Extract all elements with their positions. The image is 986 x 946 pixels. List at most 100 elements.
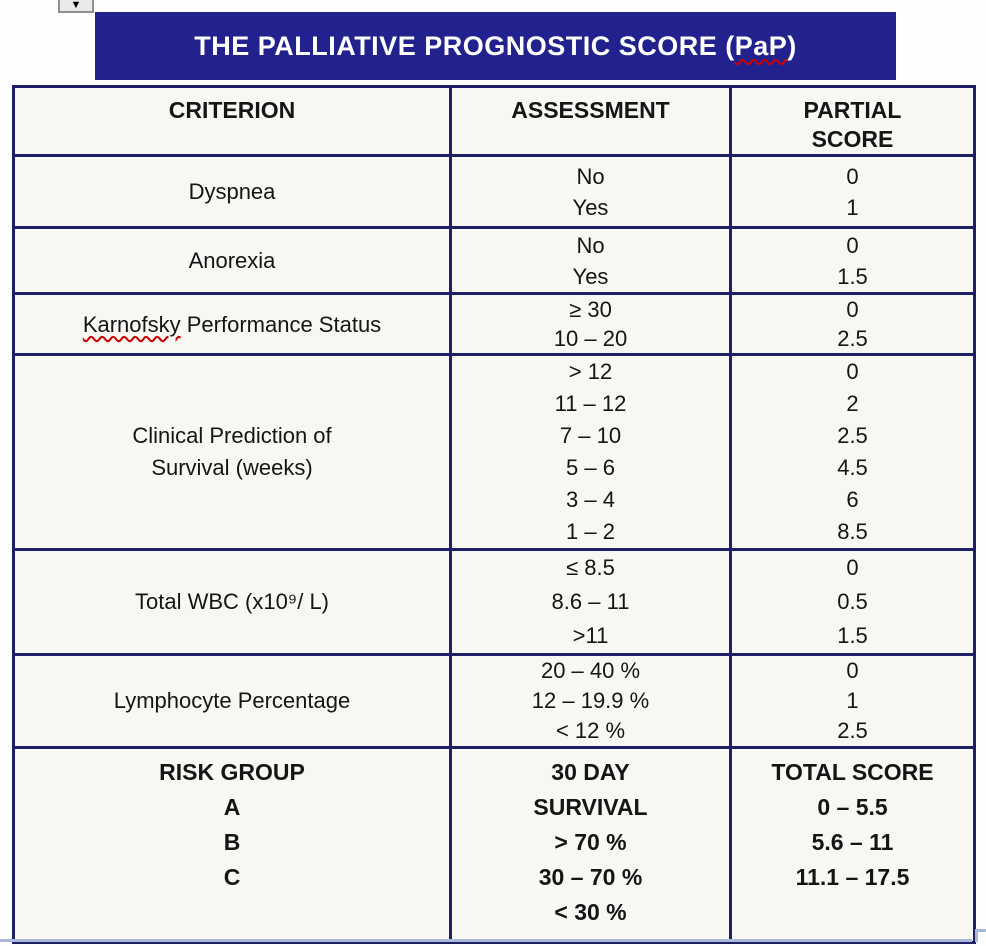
header-partial-score-line2: SCORE — [811, 126, 894, 152]
survival-value: < 30 % — [554, 899, 627, 925]
selection-line — [0, 939, 972, 942]
risk-group-value: B — [223, 829, 241, 855]
cell-assessment: > 12 11 – 12 7 – 10 5 – 6 3 – 4 1 – 2 — [449, 353, 732, 551]
cell-criterion: Total WBC (x10⁹/ L) — [12, 548, 452, 656]
assessment-value: ≥ 30 — [569, 297, 612, 322]
assessment-value: 5 – 6 — [566, 455, 615, 480]
score-value: 0 — [846, 658, 859, 683]
score-value: 8.5 — [837, 519, 868, 544]
pap-score-table: CRITERION ASSESSMENT PARTIAL SCORE Dyspn… — [12, 85, 976, 944]
assessment-value: 7 – 10 — [559, 423, 622, 448]
cell-assessment: No Yes — [449, 154, 732, 229]
assessment-value: > 12 — [568, 359, 613, 384]
cell-assessment: 20 – 40 % 12 – 19.9 % < 12 % — [449, 653, 732, 749]
assessment-value: Yes — [572, 194, 609, 220]
page-title-prefix: THE PALLIATIVE PROGNOSTIC SCORE ( — [194, 30, 735, 61]
survival-label: 30 DAY — [551, 759, 630, 785]
table-row-lymphocyte: Lymphocyte Percentage 20 – 40 % 12 – 19.… — [12, 653, 976, 749]
criterion-label: Total WBC (x10⁹/ L) — [134, 589, 330, 614]
score-value: 1.5 — [837, 263, 868, 289]
total-score-value: 0 – 5.5 — [817, 794, 888, 820]
total-score-value: 11.1 – 17.5 — [795, 864, 910, 890]
cell-partial-score: 0 2.5 — [729, 292, 976, 356]
criterion-label: Survival (weeks) — [151, 455, 313, 480]
assessment-value: 11 – 12 — [554, 391, 627, 416]
cell-partial-score: 0 2 2.5 4.5 6 8.5 — [729, 353, 976, 551]
table-header-row: CRITERION ASSESSMENT PARTIAL SCORE — [12, 85, 976, 157]
cell-assessment: ≤ 8.5 8.6 – 11 >11 — [449, 548, 732, 656]
assessment-value: < 12 % — [555, 718, 626, 743]
assessment-value: ≤ 8.5 — [566, 555, 615, 580]
cell-total-score: TOTAL SCORE 0 – 5.5 5.6 – 11 11.1 – 17.5 — [729, 746, 976, 944]
cell-partial-score: 0 1 — [729, 154, 976, 229]
criterion-label: Lymphocyte Percentage — [113, 688, 351, 713]
score-value: 1.5 — [837, 623, 868, 648]
assessment-value: 8.6 – 11 — [551, 589, 630, 614]
cell-criterion: Anorexia — [12, 226, 452, 295]
header-assessment: ASSESSMENT — [449, 85, 732, 157]
criterion-label: Anorexia — [188, 248, 276, 273]
cell-risk-group: RISK GROUP A B C — [12, 746, 452, 944]
cell-criterion: Karnofsky Performance Status — [12, 292, 452, 356]
assessment-value: No — [576, 163, 605, 189]
cell-criterion: Clinical Prediction of Survival (weeks) — [12, 353, 452, 551]
cell-partial-score: 0 0.5 1.5 — [729, 548, 976, 656]
assessment-value: >11 — [572, 623, 609, 648]
risk-group-label: RISK GROUP — [159, 759, 305, 785]
total-score-value: 5.6 – 11 — [811, 829, 894, 855]
header-criterion: CRITERION — [12, 85, 452, 157]
survival-label: SURVIVAL — [533, 794, 648, 820]
cell-30-day-survival: 30 DAY SURVIVAL > 70 % 30 – 70 % < 30 % — [449, 746, 732, 944]
cell-partial-score: 0 1 2.5 — [729, 653, 976, 749]
total-score-label: TOTAL SCORE — [771, 759, 934, 785]
score-value: 4.5 — [837, 455, 868, 480]
criterion-label-rest: Performance Status — [180, 311, 382, 337]
down-arrow-icon: ▼ — [70, 0, 82, 11]
cell-partial-score: 0 1.5 — [729, 226, 976, 295]
score-value: 0 — [846, 297, 859, 322]
score-value: 6 — [846, 487, 859, 512]
page-title: THE PALLIATIVE PROGNOSTIC SCORE (PaP) — [194, 31, 797, 62]
assessment-value: 20 – 40 % — [540, 658, 641, 683]
cell-criterion: Lymphocyte Percentage — [12, 653, 452, 749]
criterion-label: Clinical Prediction of — [132, 423, 332, 448]
score-value: 2.5 — [837, 326, 868, 351]
assessment-value: 12 – 19.9 % — [531, 688, 650, 713]
assessment-value: 1 – 2 — [566, 519, 615, 544]
score-value: 0 — [846, 359, 859, 384]
selection-corner — [975, 929, 978, 942]
page-title-suffix: ) — [787, 30, 797, 61]
misspelled-word: Karnofsky — [82, 311, 181, 337]
table-row-dyspnea: Dyspnea No Yes 0 1 — [12, 154, 976, 229]
table-row-clinical-prediction: Clinical Prediction of Survival (weeks) … — [12, 353, 976, 551]
assessment-value: No — [576, 232, 605, 258]
score-value: 0 — [846, 555, 859, 580]
object-anchor-icon[interactable]: ▼ — [58, 0, 94, 13]
score-value: 0 — [846, 163, 859, 189]
criterion-label: Dyspnea — [188, 179, 276, 204]
risk-group-value: A — [223, 794, 241, 820]
selection-corner — [975, 929, 986, 932]
table-row-risk-group: RISK GROUP A B C 30 DAY SURVIVAL > 70 % … — [12, 746, 976, 944]
survival-value: 30 – 70 % — [538, 864, 643, 890]
cell-assessment: No Yes — [449, 226, 732, 295]
page-title-pap: PaP — [734, 30, 788, 61]
header-partial-score-line1: PARTIAL — [803, 97, 902, 123]
assessment-value: 10 – 20 — [553, 326, 628, 351]
criterion-label: Karnofsky Performance Status — [17, 310, 448, 339]
score-value: 2.5 — [837, 718, 868, 743]
score-value: 0.5 — [837, 589, 868, 614]
cell-assessment: ≥ 30 10 – 20 — [449, 292, 732, 356]
table-row-total-wbc: Total WBC (x10⁹/ L) ≤ 8.5 8.6 – 11 >11 0… — [12, 548, 976, 656]
table-row-anorexia: Anorexia No Yes 0 1.5 — [12, 226, 976, 295]
score-value: 2.5 — [837, 423, 868, 448]
risk-group-value: C — [223, 864, 241, 890]
table-row-karnofsky: Karnofsky Performance Status ≥ 30 10 – 2… — [12, 292, 976, 356]
header-partial-score: PARTIAL SCORE — [729, 85, 976, 157]
score-value: 1 — [846, 194, 859, 220]
survival-value: > 70 % — [554, 829, 627, 855]
score-value: 1 — [846, 688, 859, 713]
title-banner: THE PALLIATIVE PROGNOSTIC SCORE (PaP) — [95, 12, 896, 80]
assessment-value: 3 – 4 — [566, 487, 615, 512]
